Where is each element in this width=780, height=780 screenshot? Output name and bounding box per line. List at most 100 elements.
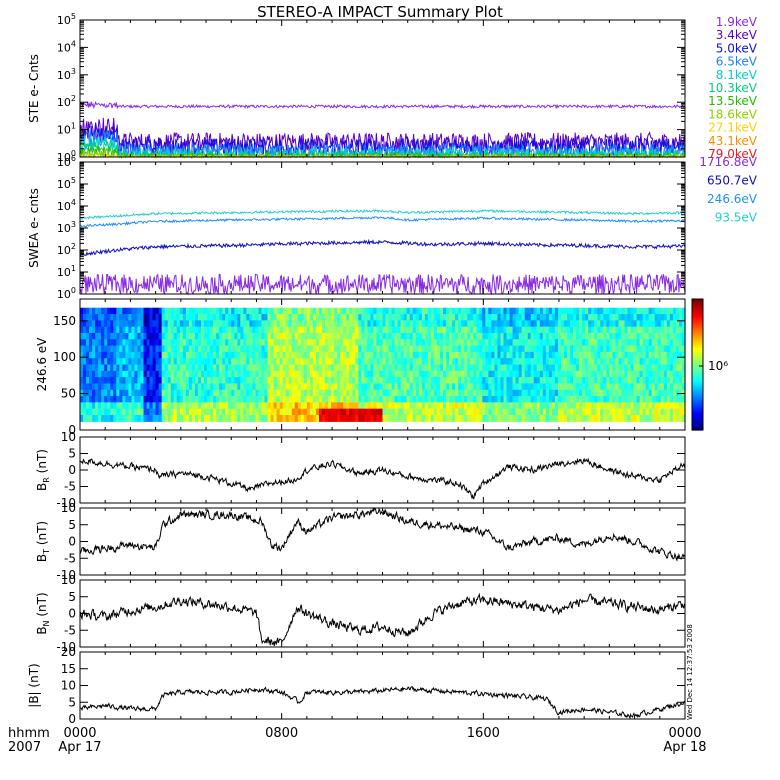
heatmap-cell <box>657 345 662 353</box>
heatmap-cell <box>143 345 148 353</box>
heatmap-cell <box>612 339 617 347</box>
heatmap-cell <box>379 351 384 359</box>
heatmap-cell <box>494 326 499 334</box>
heatmap-cell <box>385 314 390 321</box>
heatmap-cell <box>213 408 217 416</box>
heatmap-cell <box>318 414 323 422</box>
heatmap-cell <box>155 314 160 321</box>
heatmap-cell <box>376 414 381 422</box>
heatmap-cell <box>131 314 136 321</box>
heatmap-cell <box>185 351 190 359</box>
heatmap-cell <box>161 320 166 328</box>
heatmap-cell <box>349 345 353 353</box>
heatmap-cell <box>222 314 226 321</box>
heatmap-cell <box>182 370 187 378</box>
heatmap-cell <box>334 314 338 321</box>
heatmap-cell <box>412 307 417 315</box>
heatmap-cell <box>167 351 172 359</box>
heatmap-cell <box>430 408 435 416</box>
heatmap-cell <box>452 314 456 321</box>
heatmap-cell <box>467 414 471 422</box>
heatmap-cell <box>627 396 632 403</box>
heatmap-cell <box>222 339 226 347</box>
heatmap-cell <box>446 351 450 359</box>
heatmap-cell <box>588 339 592 347</box>
heatmap-cell <box>328 408 332 416</box>
heatmap-cell <box>503 307 508 315</box>
heatmap-cell <box>234 326 238 334</box>
heatmap-cell <box>185 383 190 391</box>
heatmap-cell <box>660 345 665 353</box>
heatmap-cell <box>609 351 614 359</box>
heatmap-cell <box>482 351 486 359</box>
heatmap-cell <box>491 351 496 359</box>
heatmap-cell <box>560 339 565 347</box>
heatmap-cell <box>606 345 610 353</box>
heatmap-cell <box>131 396 136 403</box>
heatmap-cell <box>666 326 671 334</box>
heatmap-cell <box>609 389 614 397</box>
heatmap-cell <box>243 408 247 416</box>
colorbar-step <box>692 353 703 357</box>
heatmap-cell <box>137 389 142 397</box>
heatmap-cell <box>376 358 381 366</box>
heatmap-cell <box>606 358 610 366</box>
heatmap-cell <box>443 370 447 378</box>
heatmap-cell <box>240 383 244 391</box>
heatmap-cell <box>309 370 314 378</box>
colorbar-step <box>692 327 703 331</box>
heatmap-cell <box>216 396 220 403</box>
heatmap-cell <box>216 358 220 366</box>
heatmap-cell <box>83 326 87 334</box>
heatmap-cell <box>101 389 105 397</box>
heatmap-cell <box>355 408 359 416</box>
heatmap-cell <box>576 358 580 366</box>
heatmap-cell <box>479 370 483 378</box>
heatmap-cell <box>161 383 166 391</box>
heatmap-cell <box>473 414 477 422</box>
legend-ste: 1.9keV3.4keV5.0keV6.5keV8.1keV10.3keV13.… <box>708 15 758 161</box>
heatmap-cell <box>400 314 405 321</box>
heatmap-cell <box>267 396 272 403</box>
heatmap-cell <box>488 377 493 385</box>
heatmap-cell <box>182 320 187 328</box>
heatmap-cell <box>382 339 387 347</box>
heatmap-cell <box>355 307 359 315</box>
heatmap-cell <box>585 345 589 353</box>
heatmap-cell <box>657 408 662 416</box>
heatmap-cell <box>624 307 629 315</box>
heatmap-cell <box>455 314 459 321</box>
heatmap-cell <box>521 389 526 397</box>
heatmap-cell <box>107 396 111 403</box>
heatmap-cell <box>527 414 532 422</box>
heatmap-cell <box>325 326 329 334</box>
bn-frame <box>79 579 686 648</box>
heatmap-cell <box>243 364 247 372</box>
heatmap-cell <box>312 408 317 416</box>
colorbar-step <box>692 397 703 401</box>
heatmap-cell <box>285 345 290 353</box>
heatmap-cell <box>527 332 532 340</box>
heatmap-cell <box>476 307 480 315</box>
heatmap-cell <box>397 332 402 340</box>
heatmap-cell <box>294 351 299 359</box>
heatmap-cell <box>340 370 344 378</box>
heatmap-cell <box>225 377 229 385</box>
heatmap-cell <box>340 358 344 366</box>
heatmap-cell <box>536 351 541 359</box>
heatmap-cell <box>309 320 314 328</box>
heatmap-cell <box>179 345 184 353</box>
heatmap-cell <box>427 377 432 385</box>
heatmap-cell <box>104 396 108 403</box>
heatmap-cell <box>355 345 359 353</box>
heatmap-cell <box>80 383 84 391</box>
heatmap-cell <box>385 389 390 397</box>
heatmap-cell <box>464 383 468 391</box>
heatmap-cell <box>476 383 480 391</box>
heatmap-cell <box>642 320 647 328</box>
heatmap-cell <box>427 389 432 397</box>
heatmap-cell <box>488 326 493 334</box>
heatmap-cell <box>657 377 662 385</box>
heatmap-cell <box>131 326 136 334</box>
heatmap-cell <box>675 414 680 422</box>
